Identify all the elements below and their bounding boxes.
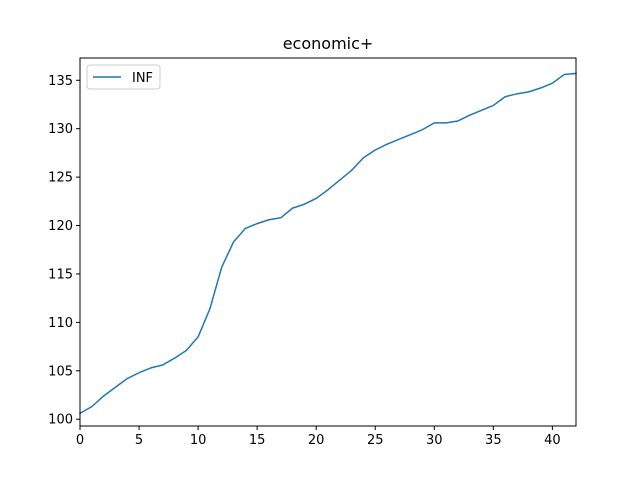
- y-tick-label: 120: [48, 219, 73, 234]
- x-tick-label: 20: [308, 433, 325, 448]
- x-tick-label: 40: [544, 433, 561, 448]
- y-tick-label: 130: [48, 122, 73, 137]
- x-tick-label: 25: [367, 433, 384, 448]
- series-line-inf: [78, 72, 577, 415]
- y-axis: 100 105 110 115 120 125 130 135: [48, 74, 80, 428]
- y-tick-label: 105: [48, 364, 73, 379]
- x-tick-label: 0: [76, 433, 84, 448]
- x-tick-label: 10: [190, 433, 207, 448]
- x-tick-label: 30: [426, 433, 443, 448]
- y-tick-label: 110: [48, 316, 73, 331]
- chart-title: economic+: [283, 34, 374, 53]
- y-tick-label: 100: [48, 413, 73, 428]
- y-tick-label: 115: [48, 267, 73, 282]
- series-layer: [78, 72, 577, 415]
- legend: INF: [86, 64, 161, 90]
- legend-label-inf: INF: [132, 71, 153, 86]
- y-tick-label: 135: [48, 74, 73, 89]
- legend-box: [86, 64, 161, 90]
- y-tick-label: 125: [48, 171, 73, 186]
- x-tick-label: 5: [135, 433, 143, 448]
- x-axis: 0 5 10 15 20 25 30 35 40: [76, 426, 561, 448]
- x-tick-label: 15: [249, 433, 266, 448]
- axes-frame: [79, 57, 577, 427]
- x-tick-label: 35: [485, 433, 502, 448]
